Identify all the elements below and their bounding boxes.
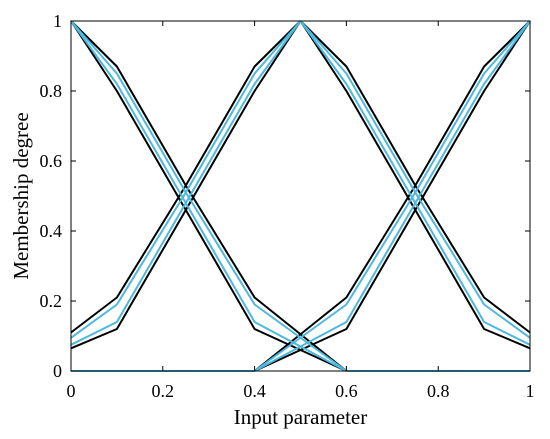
y-tick-label: 0	[53, 361, 62, 381]
y-tick-label: 0.6	[40, 151, 63, 171]
y-tick-label: 1	[53, 11, 62, 31]
x-tick-label: 0	[67, 381, 76, 401]
plot-lines	[70, 20, 531, 372]
x-tick-label: 0.2	[152, 381, 175, 401]
plot-frame	[70, 20, 531, 372]
y-tick-label: 0.4	[40, 221, 63, 241]
x-tick-label: 0.8	[427, 381, 450, 401]
x-tick-label: 0.6	[335, 381, 358, 401]
series-line-inner-7	[70, 20, 347, 372]
series-line-outer-13	[299, 20, 531, 334]
series-line-outer-4	[70, 20, 348, 372]
series-line-inner-15	[299, 20, 531, 339]
series-line-outer-9	[254, 20, 531, 372]
y-tick-label: 0.8	[40, 81, 63, 101]
series-line-inner-10	[254, 20, 531, 372]
y-axis-label: Membership degree	[9, 112, 33, 279]
x-axis-label: Input parameter	[234, 405, 368, 429]
series-line-outer-8	[253, 20, 531, 372]
series-line-outer-12	[299, 20, 531, 350]
series-line-inner-11	[254, 20, 531, 372]
y-tick-label: 0.2	[40, 291, 63, 311]
x-tick-label: 0.4	[243, 381, 266, 401]
series-line-outer-5	[70, 20, 347, 372]
series-line-inner-14	[299, 20, 531, 346]
series-line-inner-6	[70, 20, 347, 372]
tick-labels: 0 0.2 0.4 0.6 0.8 1 0 0.2 0.4 0.6 0.8 1	[40, 11, 535, 401]
x-tick-label: 1	[526, 381, 535, 401]
ticks	[70, 20, 531, 372]
